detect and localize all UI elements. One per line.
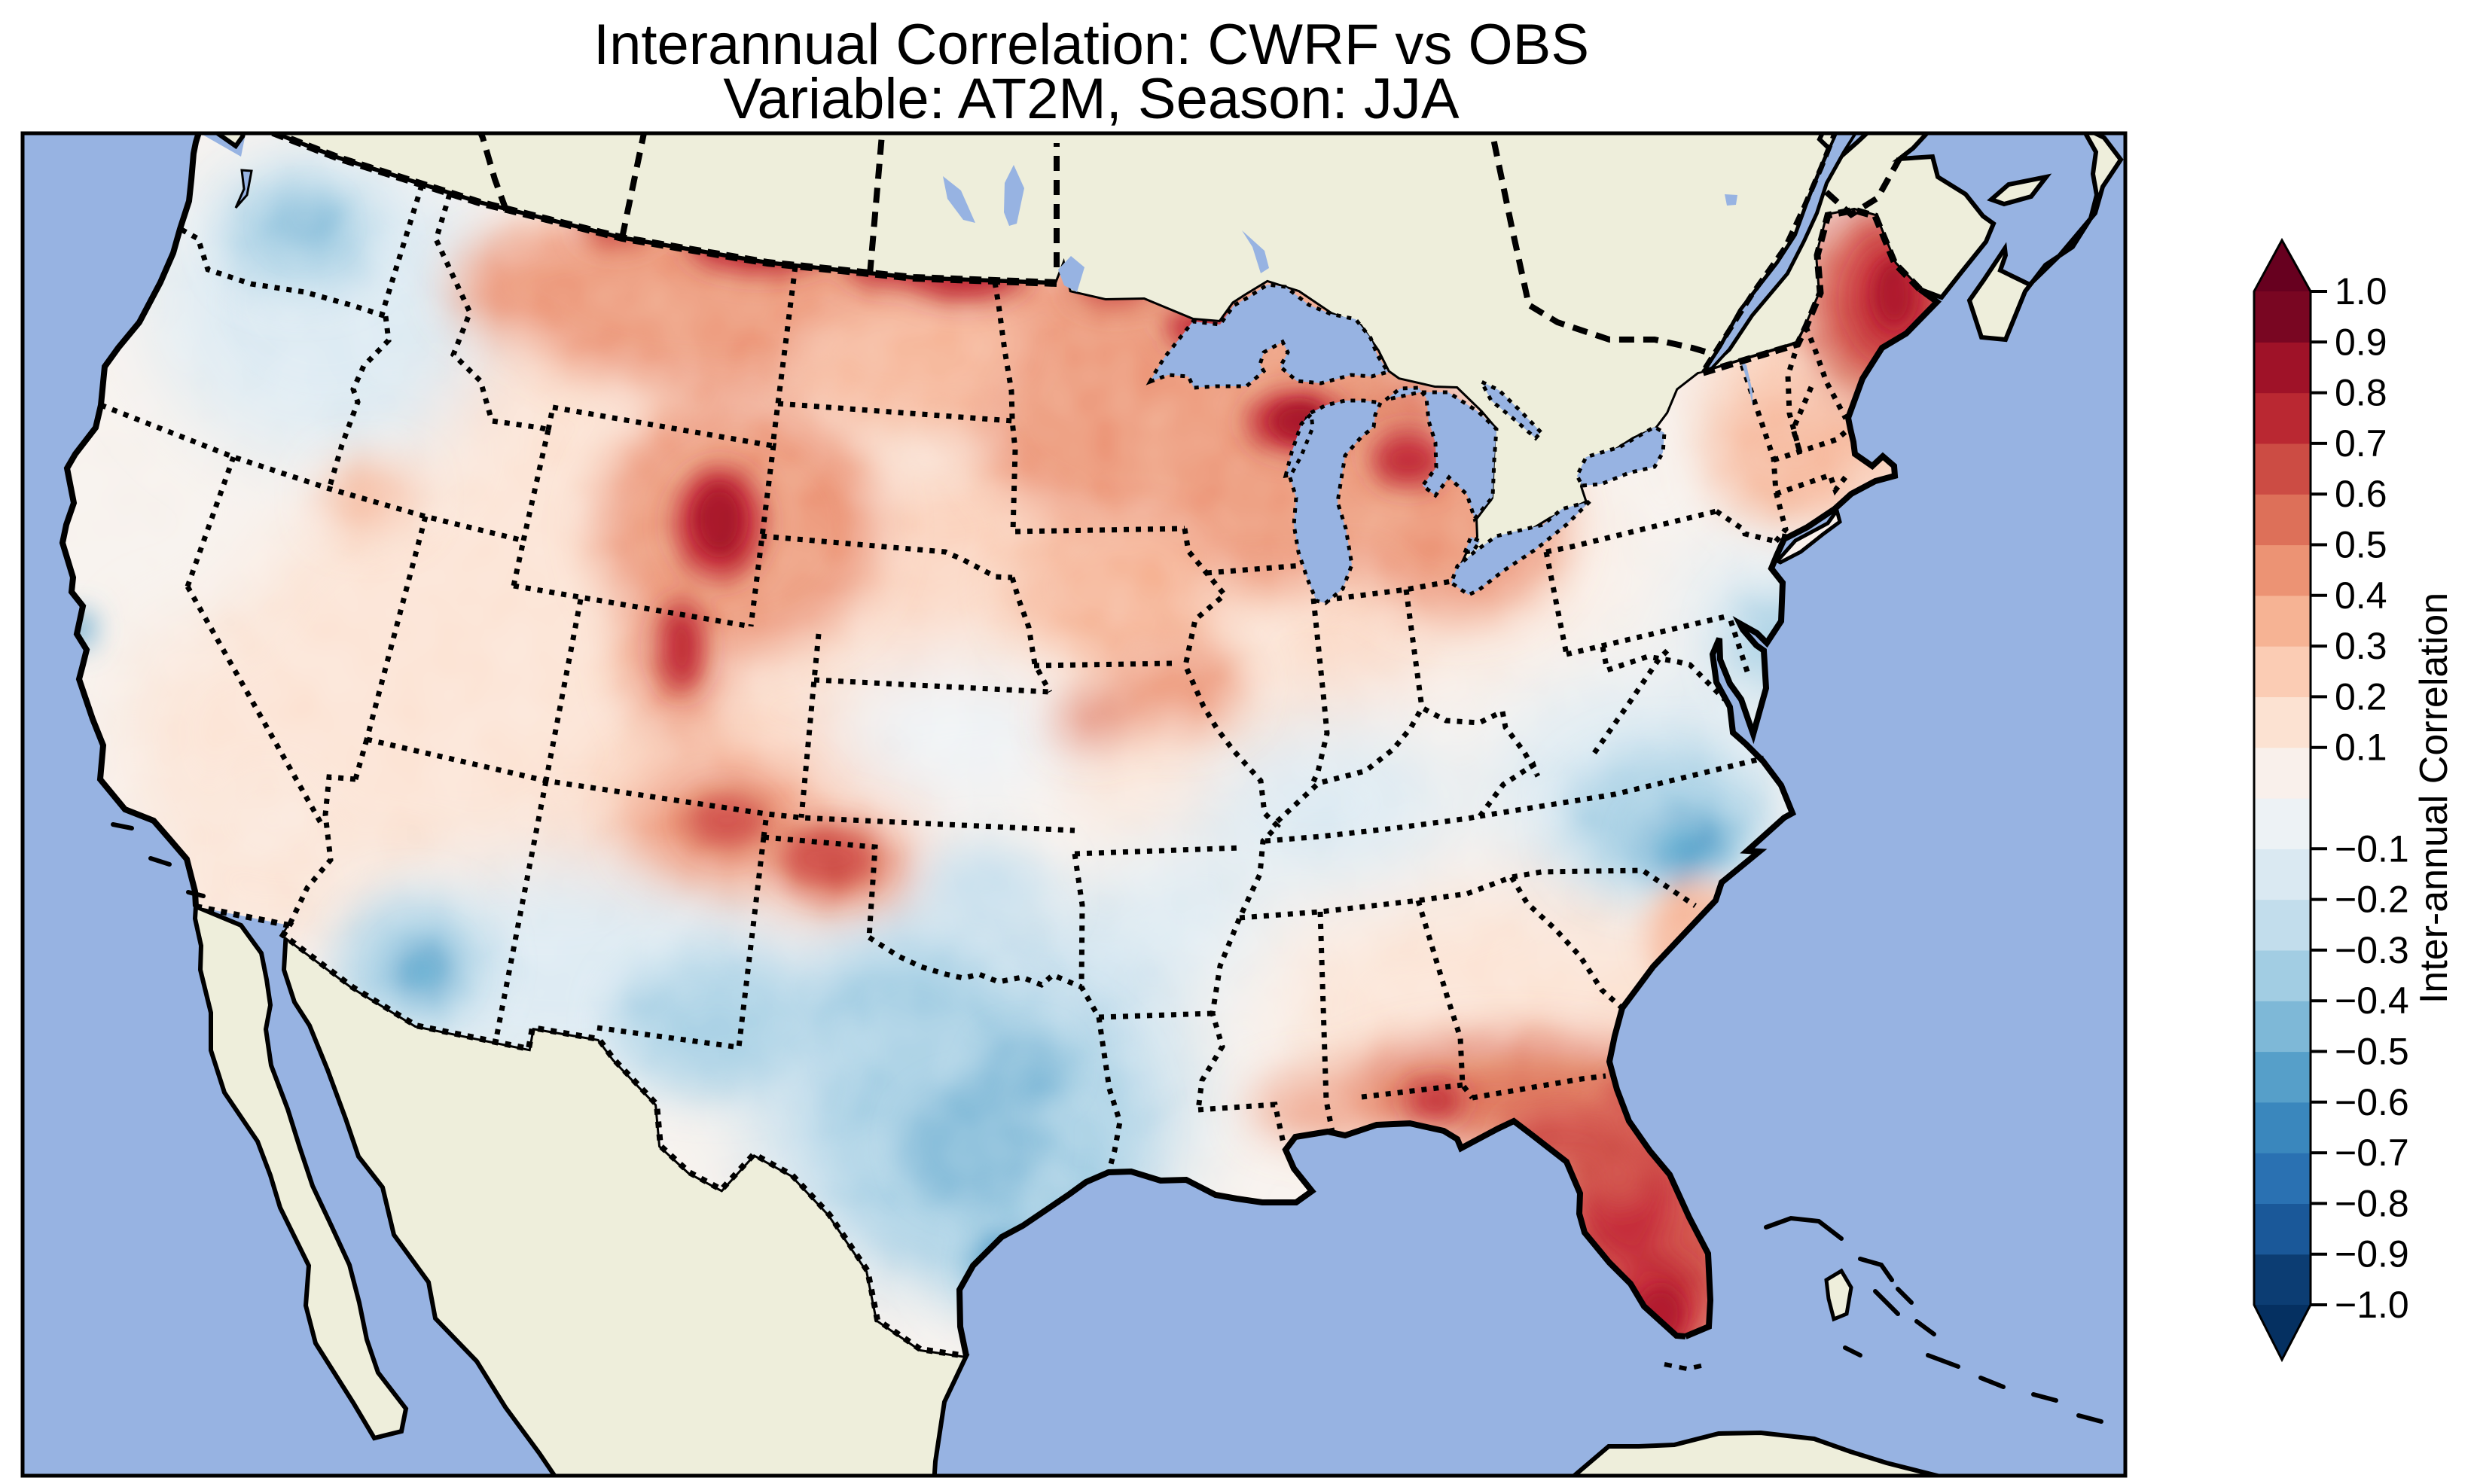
svg-text:−1.0: −1.0: [2335, 1284, 2409, 1326]
svg-text:0.8: 0.8: [2335, 372, 2387, 414]
svg-text:0.1: 0.1: [2335, 727, 2387, 769]
svg-text:−0.4: −0.4: [2335, 980, 2409, 1022]
svg-text:−0.2: −0.2: [2335, 879, 2409, 921]
svg-text:1.0: 1.0: [2335, 270, 2387, 312]
svg-text:0.7: 0.7: [2335, 422, 2387, 465]
svg-text:Inter-annual Correlation: Inter-annual Correlation: [2412, 593, 2456, 1004]
svg-text:0.4: 0.4: [2335, 574, 2387, 617]
svg-text:−0.6: −0.6: [2335, 1081, 2409, 1123]
svg-text:Interannual Correlation: CWRF: Interannual Correlation: CWRF vs OBS: [593, 13, 1589, 77]
svg-text:−0.9: −0.9: [2335, 1233, 2409, 1275]
svg-text:0.6: 0.6: [2335, 473, 2387, 515]
svg-text:0.9: 0.9: [2335, 321, 2387, 363]
svg-text:−0.5: −0.5: [2335, 1031, 2409, 1073]
svg-text:0.3: 0.3: [2335, 625, 2387, 667]
svg-text:−0.1: −0.1: [2335, 827, 2409, 870]
svg-text:Variable: AT2M, Season: JJA: Variable: AT2M, Season: JJA: [723, 67, 1460, 131]
svg-text:−0.7: −0.7: [2335, 1132, 2409, 1174]
svg-text:−0.8: −0.8: [2335, 1182, 2409, 1224]
svg-text:0.2: 0.2: [2335, 675, 2387, 718]
svg-text:−0.3: −0.3: [2335, 929, 2409, 971]
svg-text:0.5: 0.5: [2335, 524, 2387, 566]
